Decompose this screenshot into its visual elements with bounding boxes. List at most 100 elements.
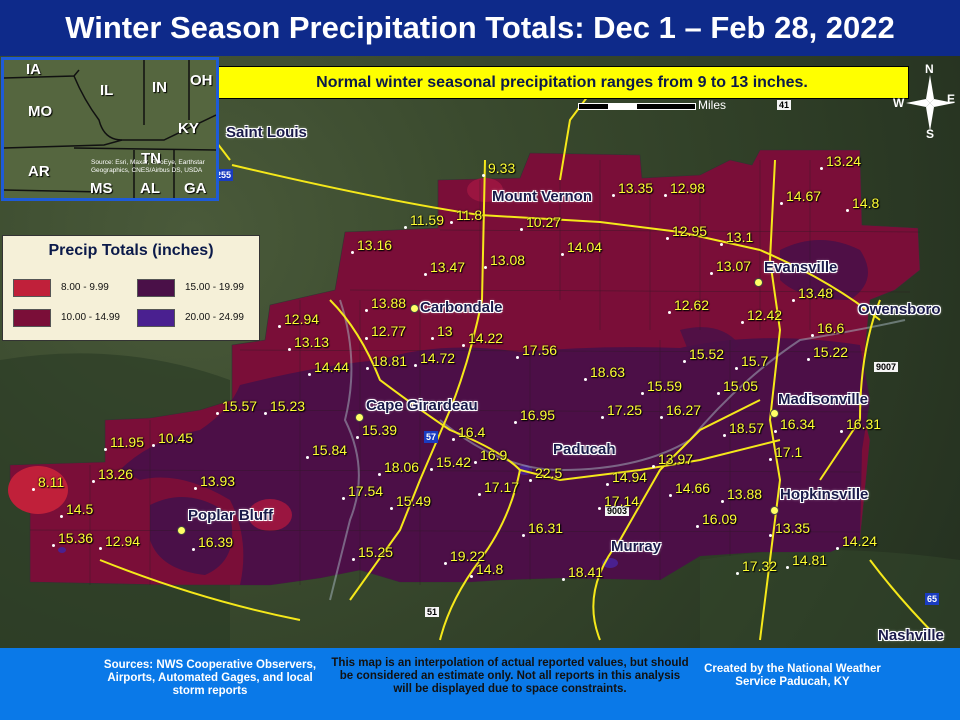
precip-value-label: 11.95 xyxy=(110,434,144,450)
precip-value-label: 13.35 xyxy=(618,180,654,196)
station-dot xyxy=(696,525,699,528)
city-dot xyxy=(770,409,779,418)
station-dot xyxy=(666,237,669,240)
legend-title: Precip Totals (inches) xyxy=(48,242,214,259)
station-dot xyxy=(792,299,795,302)
station-dot xyxy=(612,194,615,197)
station-dot xyxy=(836,547,839,550)
precip-value-label: 16.31 xyxy=(846,416,882,432)
precip-value-label: 16.09 xyxy=(702,511,738,527)
station-dot xyxy=(683,360,686,363)
station-dot xyxy=(561,253,564,256)
station-dot xyxy=(470,575,473,578)
precip-value-label: 13.88 xyxy=(727,486,763,502)
precip-value-label: 12.62 xyxy=(674,297,710,313)
station-dot xyxy=(478,493,481,496)
precip-value-label: 16.4 xyxy=(458,424,486,440)
station-dot xyxy=(484,266,487,269)
inset-borders xyxy=(4,60,216,198)
station-dot xyxy=(92,480,95,483)
precip-value-label: 11.8 xyxy=(456,207,483,223)
station-dot xyxy=(444,562,447,565)
precip-value-label: 14.5 xyxy=(66,501,94,517)
precip-value-label: 17.32 xyxy=(742,558,778,574)
precip-value-label: 10.45 xyxy=(158,430,194,446)
precip-value-label: 16.39 xyxy=(198,534,234,550)
compass-s: S xyxy=(926,127,935,141)
precip-value-label: 12.42 xyxy=(747,307,783,323)
precip-value-label: 15.57 xyxy=(222,398,258,414)
legend-label: 10.00 - 14.99 xyxy=(61,312,120,323)
station-dot xyxy=(652,465,655,468)
city-owensboro: Owensboro xyxy=(858,301,941,318)
station-dot xyxy=(414,364,417,367)
precip-value-label: 13.26 xyxy=(98,466,134,482)
precip-value-label: 13.93 xyxy=(200,473,236,489)
station-dot xyxy=(562,578,565,581)
city-carbondale: Carbondale xyxy=(420,299,503,316)
inset-state-ga: GA xyxy=(184,180,207,197)
station-dot xyxy=(522,534,525,537)
precip-value-label: 17.25 xyxy=(607,402,643,418)
inset-state-mo: MO xyxy=(28,103,53,120)
inset-attribution: Source: Esri, Maxar, GeoEye, Earthstar G… xyxy=(91,159,205,174)
legend-swatch xyxy=(13,309,51,327)
inset-state-tn: TN xyxy=(141,150,161,167)
station-dot xyxy=(736,572,739,575)
station-dot xyxy=(520,228,523,231)
station-dot xyxy=(352,558,355,561)
station-dot xyxy=(404,226,407,229)
precip-value-label: 13.88 xyxy=(371,295,407,311)
station-dot xyxy=(710,272,713,275)
highway-shield: 41 xyxy=(777,100,792,110)
precip-value-label: 13.16 xyxy=(357,237,393,253)
precip-value-label: 9.33 xyxy=(488,160,516,176)
city-cape-girardeau: Cape Girardeau xyxy=(366,397,478,414)
precip-value-label: 13 xyxy=(437,323,453,339)
precip-value-label: 17.14 xyxy=(604,493,640,509)
map-title: Winter Season Precipitation Totals: Dec … xyxy=(0,0,960,56)
precip-value-label: 14.8 xyxy=(852,195,880,211)
precip-value-label: 15.22 xyxy=(813,344,849,360)
precip-value-label: 14.94 xyxy=(612,469,648,485)
highway-shield: 65 xyxy=(925,593,940,605)
precip-value-label: 15.84 xyxy=(312,442,348,458)
city-mount-vernon: Mount Vernon xyxy=(492,188,592,205)
precip-value-label: 15.7 xyxy=(741,353,769,369)
station-dot xyxy=(32,488,35,491)
precip-value-label: 14.22 xyxy=(468,330,504,346)
station-dot xyxy=(720,243,723,246)
precip-value-label: 18.41 xyxy=(568,564,604,580)
region-15-20 xyxy=(120,338,870,585)
station-dot xyxy=(378,473,381,476)
legend-label: 20.00 - 24.99 xyxy=(185,312,244,323)
city-paducah: Paducah xyxy=(553,441,616,458)
precip-value-label: 13.24 xyxy=(826,153,862,169)
precip-value-label: 14.72 xyxy=(420,350,456,366)
station-dot xyxy=(606,483,609,486)
station-dot xyxy=(723,434,726,437)
inset-state-ms: MS xyxy=(90,180,113,197)
precip-value-label: 16.27 xyxy=(666,402,702,418)
precip-value-label: 13.47 xyxy=(430,259,466,275)
city-dot xyxy=(355,413,364,422)
station-dot xyxy=(669,494,672,497)
station-dot xyxy=(430,468,433,471)
station-dot xyxy=(366,367,369,370)
inset-state-ky: KY xyxy=(178,120,199,137)
station-dot xyxy=(194,487,197,490)
precip-value-label: 14.44 xyxy=(314,359,350,375)
precip-value-label: 12.94 xyxy=(284,311,320,327)
precip-value-label: 15.52 xyxy=(689,346,725,362)
station-dot xyxy=(516,356,519,359)
station-dot xyxy=(365,309,368,312)
compass-e: E xyxy=(947,92,956,106)
precip-value-label: 12.94 xyxy=(105,533,141,549)
station-dot xyxy=(462,344,465,347)
highway-shield: 57 xyxy=(424,431,439,443)
precip-value-label: 22.5 xyxy=(535,465,563,481)
station-dot xyxy=(769,534,772,537)
precip-value-label: 13.13 xyxy=(294,334,330,350)
station-dot xyxy=(717,392,720,395)
precip-value-label: 19.22 xyxy=(450,548,486,564)
